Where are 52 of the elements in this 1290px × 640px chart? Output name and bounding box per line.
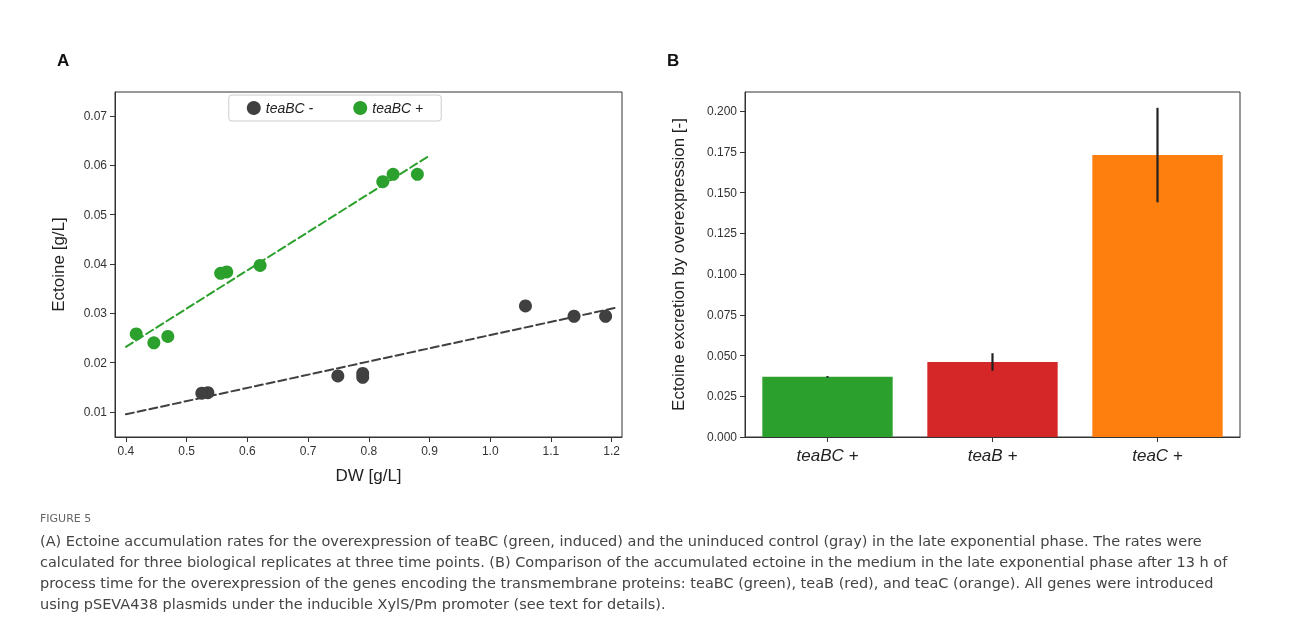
y-tick-label: 0.050	[706, 348, 738, 363]
x-tick-label: 0.4	[117, 444, 135, 458]
y-tick-label: 0.01	[83, 404, 108, 419]
point	[386, 167, 400, 181]
chart-title: B	[667, 51, 680, 70]
bar	[927, 362, 1058, 437]
x-tick-label: 0.5	[178, 444, 196, 458]
y-tick-label: 0.02	[83, 355, 108, 370]
y-tick-label: 0.04	[83, 257, 108, 272]
point	[410, 167, 424, 181]
y-tick-label: 0.025	[706, 389, 738, 404]
x-tick-label: teaC +	[1132, 446, 1183, 465]
y-tick-label: 0.03	[83, 306, 108, 321]
bar	[1092, 155, 1223, 437]
y-tick-label: 0.200	[706, 104, 738, 119]
y-axis-title: Ectoine [g/L]	[49, 217, 68, 312]
y-tick-label: 0.05	[83, 207, 108, 222]
point	[518, 299, 532, 313]
chart-title: A	[57, 51, 70, 70]
x-tick-label: 1.2	[603, 444, 621, 458]
point	[147, 336, 161, 350]
x-tick-label: 0.8	[360, 444, 378, 458]
y-axis-title: Ectoine excretion by overexpression [-]	[669, 118, 688, 411]
y-tick-label: 0.075	[706, 307, 738, 322]
y-tick-label: 0.125	[706, 226, 738, 241]
x-tick-label: 0.9	[421, 444, 439, 458]
legend-label: teaBC +	[372, 100, 424, 116]
point	[376, 175, 390, 189]
legend-label: teaBC -	[265, 100, 314, 116]
y-tick-label: 0.175	[706, 144, 738, 159]
caption: FIGURE 5	[40, 511, 93, 527]
point	[220, 265, 234, 279]
y-tick-label: 0.06	[83, 158, 108, 173]
y-tick-label: 0.07	[83, 109, 108, 124]
x-tick-label: 0.6	[239, 444, 257, 458]
point	[599, 309, 613, 323]
point	[331, 369, 345, 383]
point	[253, 258, 267, 272]
x-tick-label: teaBC +	[796, 446, 859, 465]
text: (A) Ectoine accumulation rates for the overexpression of teaBC (green, induced) and the uninduced control (gray) in the late exponential phase. The rates were calculated for three biological replicates at three time points. (B) Comparison of the accumulated ectoine in the medium in the late exponential phase after 13 h of process time for the overexpression of the genes encoding the transmembrane proteins: teaBC (green), teaB (red), and teaC (orange). All genes were introduced using pSEVA438 plasmids under the inducible XylS/Pm promoter (see text for details).	[40, 532, 1229, 614]
point	[161, 329, 175, 343]
x-tick-label: 1.0	[481, 444, 499, 458]
x-axis-title: DW [g/L]	[335, 466, 402, 485]
y-tick-label: 0.150	[706, 185, 738, 200]
y-tick-label: 0.000	[706, 430, 738, 444]
x-tick-label: 0.7	[299, 444, 317, 458]
x-tick-label: teaB +	[967, 446, 1018, 465]
bar	[762, 376, 893, 437]
x-tick-label: 1.1	[542, 444, 560, 458]
point	[129, 327, 143, 341]
y-tick-label: 0.100	[706, 267, 738, 282]
point	[567, 309, 581, 323]
